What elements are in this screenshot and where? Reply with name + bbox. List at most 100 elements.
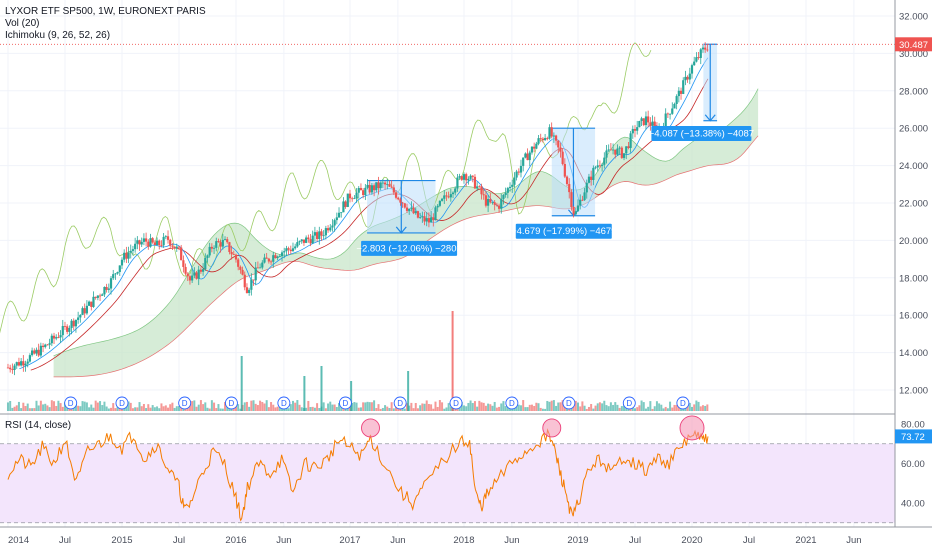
volume-bar [476, 406, 479, 411]
candle-body [644, 116, 648, 126]
volume-bar [50, 400, 53, 411]
candle-body [283, 251, 286, 253]
rsi-highlight-circle [679, 415, 705, 441]
candle-body [193, 272, 196, 276]
candle-body [638, 121, 641, 128]
dividend-letter: D [68, 399, 74, 408]
candle-body [502, 194, 505, 199]
candle-body [690, 65, 694, 74]
vol-label[interactable]: Vol (20) [5, 18, 40, 29]
dividend-circle [64, 396, 78, 410]
volume-bar [649, 401, 652, 411]
candle-body [333, 220, 336, 226]
volume-bar [410, 402, 413, 411]
volume-bar [664, 406, 667, 411]
dividend-marker: D [393, 396, 407, 410]
volume-bar [651, 408, 654, 411]
candle-body [348, 193, 352, 199]
candle-body [559, 147, 562, 152]
candle-body [616, 148, 619, 155]
candle-body [704, 47, 707, 50]
candle-body [305, 237, 308, 243]
candle-body [473, 176, 477, 189]
volume-bar [48, 407, 51, 411]
candle-body [585, 182, 588, 193]
candle-body [605, 150, 608, 158]
volume-bar [99, 401, 102, 411]
candle-body [625, 146, 628, 154]
candle-body [508, 186, 512, 189]
candle-body [173, 246, 176, 249]
candle-body [554, 135, 558, 141]
candle-body [263, 257, 266, 263]
volume-bar [601, 403, 604, 411]
rsi-tick-label: 80.00 [901, 420, 925, 431]
candle-body [63, 326, 67, 327]
candle-body [460, 176, 463, 180]
volume-bar [618, 407, 621, 411]
volume-bar [524, 407, 527, 411]
volume-bar [291, 400, 294, 411]
volume-bar [206, 407, 209, 411]
candle-body [381, 182, 384, 184]
volume-bar [493, 401, 496, 411]
candle-body [528, 152, 531, 161]
candle-body [313, 232, 317, 236]
dividend-circle [338, 396, 352, 410]
time-tick-label: 2019 [567, 535, 588, 546]
candle-body [169, 239, 172, 246]
symbol-title[interactable]: LYXOR ETF SP500, 1W, EURONEXT PARIS [5, 6, 206, 17]
candle-body [66, 326, 69, 332]
price-tick-label: 24.000 [899, 161, 928, 172]
dividend-marker: D [178, 396, 192, 410]
candle-body [541, 138, 545, 141]
candle-body [524, 153, 527, 158]
volume-bar [210, 400, 213, 411]
candle-body [640, 118, 643, 122]
volume-bar [644, 408, 647, 411]
volume-bar [348, 406, 351, 411]
candle-body [267, 258, 270, 262]
candle-body [186, 273, 189, 277]
volume-bar [59, 403, 62, 411]
candle-body [515, 171, 518, 178]
candle-body [346, 193, 349, 207]
candle-body [41, 345, 45, 348]
candle-body [598, 165, 602, 167]
dividend-letter: D [281, 399, 287, 408]
volume-bar [357, 407, 360, 411]
candle-body [633, 129, 637, 131]
volume-bar [546, 400, 549, 411]
volume-bar [500, 403, 503, 411]
rsi-label[interactable]: RSI (14, close) [5, 420, 72, 431]
volume-bar [614, 402, 617, 411]
candle-body [353, 198, 356, 200]
volume-bar [252, 400, 255, 411]
candle-body [434, 207, 437, 221]
volume-bar [340, 406, 343, 411]
volume-bar [173, 407, 176, 411]
candle-body [563, 163, 566, 177]
volume-bar [623, 405, 626, 411]
volume-bar [594, 405, 597, 411]
volume-bar [351, 403, 354, 411]
candle-body [482, 194, 485, 196]
candle-body [77, 317, 80, 320]
volume-bar [706, 404, 709, 411]
measure-label-box [515, 223, 612, 239]
candle-body [609, 149, 612, 151]
volume-bar [31, 408, 34, 411]
volume-bar [489, 404, 492, 411]
volume-bar [655, 401, 658, 411]
ichimoku-label[interactable]: Ichimoku (9, 26, 52, 26) [5, 30, 111, 41]
candle-body [92, 296, 95, 307]
candle-body [68, 328, 71, 332]
candle-body [572, 207, 575, 215]
candle-body [144, 238, 148, 242]
candle-body [307, 237, 310, 240]
rsi-value-tag [895, 429, 932, 444]
candle-body [570, 192, 573, 208]
volume-bar [136, 407, 139, 411]
candle-body [618, 147, 621, 149]
